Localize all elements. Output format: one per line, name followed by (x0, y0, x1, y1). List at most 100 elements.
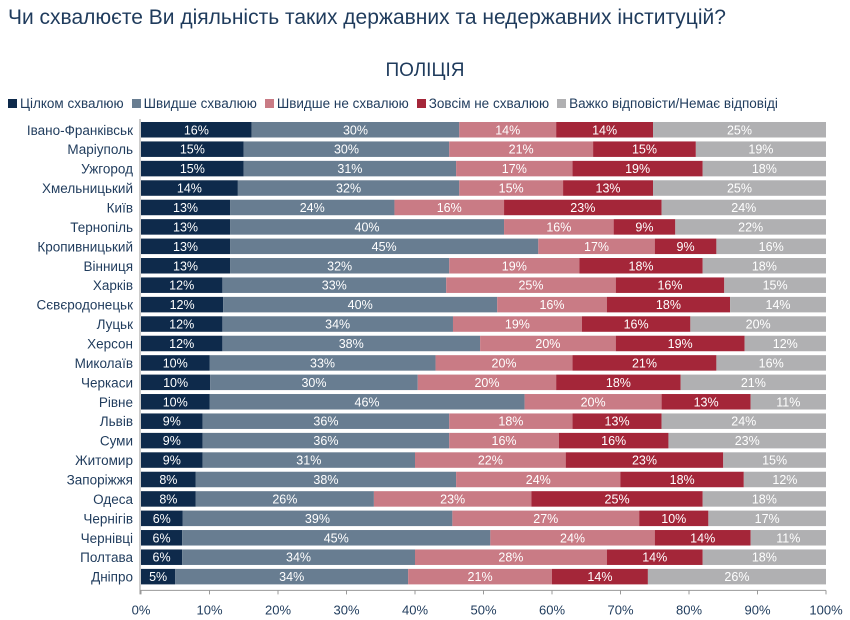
data-label: 26% (724, 570, 749, 584)
bar-segment (394, 199, 505, 216)
data-label: 38% (313, 473, 338, 487)
bar-segment (237, 180, 460, 196)
data-label: 18% (752, 259, 777, 273)
bar-segment (456, 471, 621, 488)
legend-swatch (416, 99, 426, 108)
bar-segment (209, 355, 436, 371)
x-tick-label: 0% (132, 602, 151, 617)
bar-segment (141, 180, 238, 196)
chart-subtitle: ПОЛІЦІЯ (385, 60, 465, 81)
bar-segment (373, 491, 532, 507)
data-label: 14% (587, 570, 612, 584)
bar-segment (716, 238, 826, 255)
bar-segment (552, 568, 648, 585)
data-label: 24% (526, 473, 551, 487)
bar-segment (556, 374, 681, 391)
bar-segment (195, 471, 457, 488)
bar-segment (209, 394, 525, 410)
bar-segment (613, 219, 676, 235)
bar-segment (449, 413, 573, 429)
data-label: 12% (772, 473, 797, 487)
category-label: Запоріжжя (67, 472, 133, 487)
category-label: Маріуполь (67, 142, 133, 157)
data-label: 24% (560, 531, 585, 545)
category-label: Чернігів (83, 511, 133, 526)
data-label: 18% (752, 162, 777, 176)
legend: Цілком схвалюю Швидше схвалюю Швидше не сх… (8, 96, 778, 111)
data-label: 34% (325, 318, 350, 332)
data-label: 26% (272, 492, 297, 506)
bar-segment (243, 141, 450, 157)
bar-segment (141, 355, 210, 371)
category-label: Тернопіль (70, 220, 133, 235)
category-label: Ужгород (81, 162, 133, 177)
bar-segment (141, 530, 183, 546)
data-label: 20% (746, 318, 771, 332)
data-label: 13% (173, 240, 198, 254)
data-label: 9% (163, 415, 181, 429)
data-label: 18% (629, 259, 654, 273)
bar-segment (230, 199, 395, 216)
bar-segment (654, 530, 751, 546)
legend-item: Швидше не схвалюю (264, 96, 409, 111)
x-tick-label: 50% (470, 602, 496, 617)
category-label: Житомир (75, 453, 133, 468)
data-label: 16% (759, 356, 784, 370)
data-label: 25% (605, 492, 630, 506)
data-label: 27% (533, 512, 558, 526)
category-label: Івано-Франківськ (27, 123, 133, 138)
data-label: 9% (163, 434, 181, 448)
category-label: Кропивницький (37, 239, 133, 254)
category-label: Чернівці (81, 531, 133, 546)
x-tick-label: 70% (607, 602, 633, 617)
data-label: 15% (499, 182, 524, 196)
data-label: 6% (153, 531, 171, 545)
bar-segment (415, 549, 607, 565)
legend-swatch (557, 99, 567, 108)
bar-segment (730, 296, 826, 313)
data-label: 12% (773, 337, 798, 351)
x-tick-label: 80% (676, 602, 702, 617)
bar-segment (141, 160, 244, 177)
bar-segment (654, 238, 717, 255)
data-label: 15% (763, 279, 788, 293)
data-label: 13% (173, 259, 198, 273)
data-label: 32% (336, 182, 361, 196)
bar-segment (417, 374, 557, 391)
category-label: Рівне (99, 395, 133, 410)
bar-segment (210, 374, 418, 391)
category-label: Суми (100, 434, 133, 449)
bar-segment (572, 355, 717, 371)
data-label: 8% (159, 473, 177, 487)
data-label: 5% (149, 570, 167, 584)
bar-segment (695, 141, 826, 157)
data-label: 10% (163, 376, 188, 390)
data-label: 40% (348, 298, 373, 312)
chart-title: Чи схвалюєте Ви діяльність таких державн… (8, 6, 726, 29)
bar-segment (243, 160, 457, 177)
data-label: 12% (170, 298, 195, 312)
data-label: 15% (180, 143, 205, 157)
bar-segment (581, 316, 691, 332)
data-label: 24% (300, 201, 325, 215)
bar-segment (456, 160, 573, 177)
bar-segment (223, 296, 498, 313)
data-label: 22% (478, 454, 503, 468)
data-label: 36% (313, 415, 338, 429)
data-label: 14% (177, 182, 202, 196)
data-label: 38% (339, 337, 364, 351)
data-label: 16% (624, 318, 649, 332)
legend-label: Зовсім не схвалюю (428, 96, 550, 111)
bar-segment (556, 122, 654, 138)
data-label: 16% (657, 279, 682, 293)
data-label: 28% (498, 551, 523, 565)
data-label: 46% (355, 395, 380, 409)
data-label: 39% (305, 512, 330, 526)
bar-segment (572, 160, 703, 177)
bar-segment (141, 316, 223, 332)
data-label: 12% (169, 337, 194, 351)
category-label: Хмельницький (42, 181, 133, 196)
bar-segment (563, 180, 654, 196)
data-label: 16% (759, 240, 784, 254)
data-label: 21% (741, 376, 766, 390)
